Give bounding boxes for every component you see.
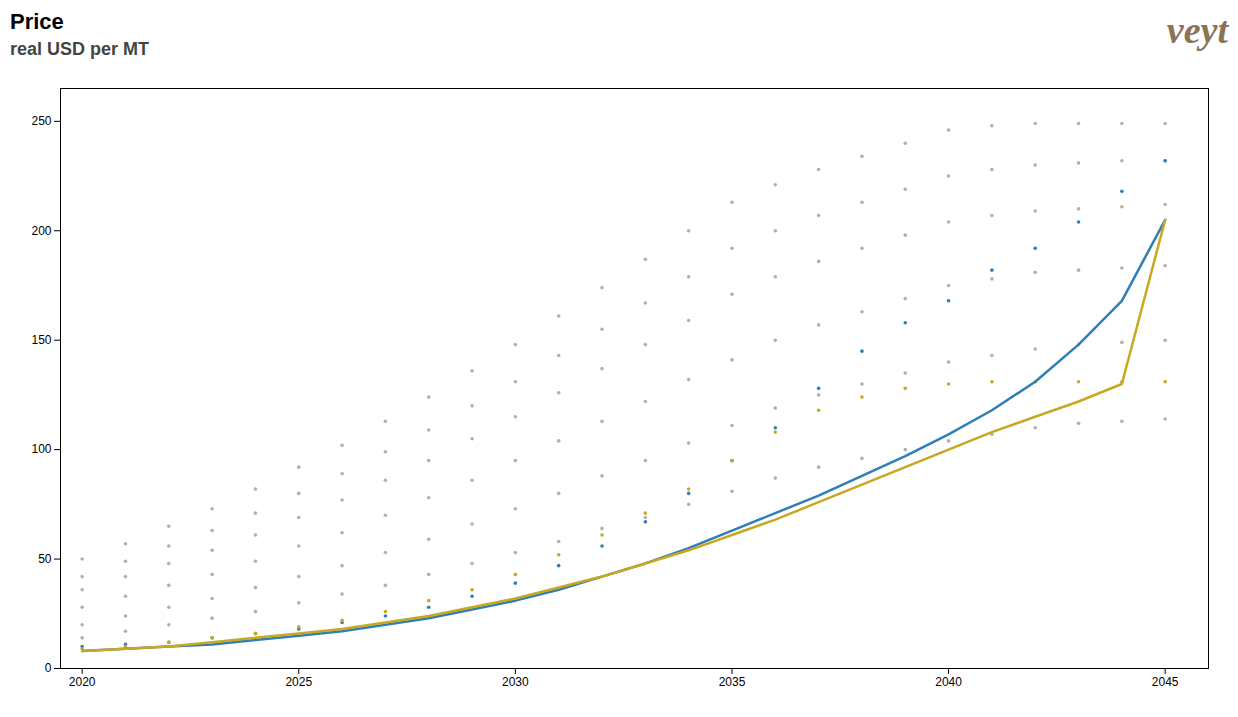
svg-text:250: 250 [31,114,51,128]
svg-text:100: 100 [31,442,51,456]
html-text:real USD per MT: real USD per MT [10,39,149,59]
svg-text:2025: 2025 [285,675,312,689]
svg-text:2045: 2045 [1152,675,1179,689]
html-text:Price: Price [10,9,64,34]
svg-text:2040: 2040 [935,675,962,689]
svg-text:50: 50 [38,552,52,566]
svg-text:200: 200 [31,224,51,238]
svg-text:0: 0 [45,661,52,675]
svg-text:150: 150 [31,333,51,347]
html-text:veyt: veyt [1166,9,1228,51]
svg-text:2035: 2035 [719,675,746,689]
svg-text:2030: 2030 [502,675,529,689]
svg-text:2020: 2020 [69,675,96,689]
